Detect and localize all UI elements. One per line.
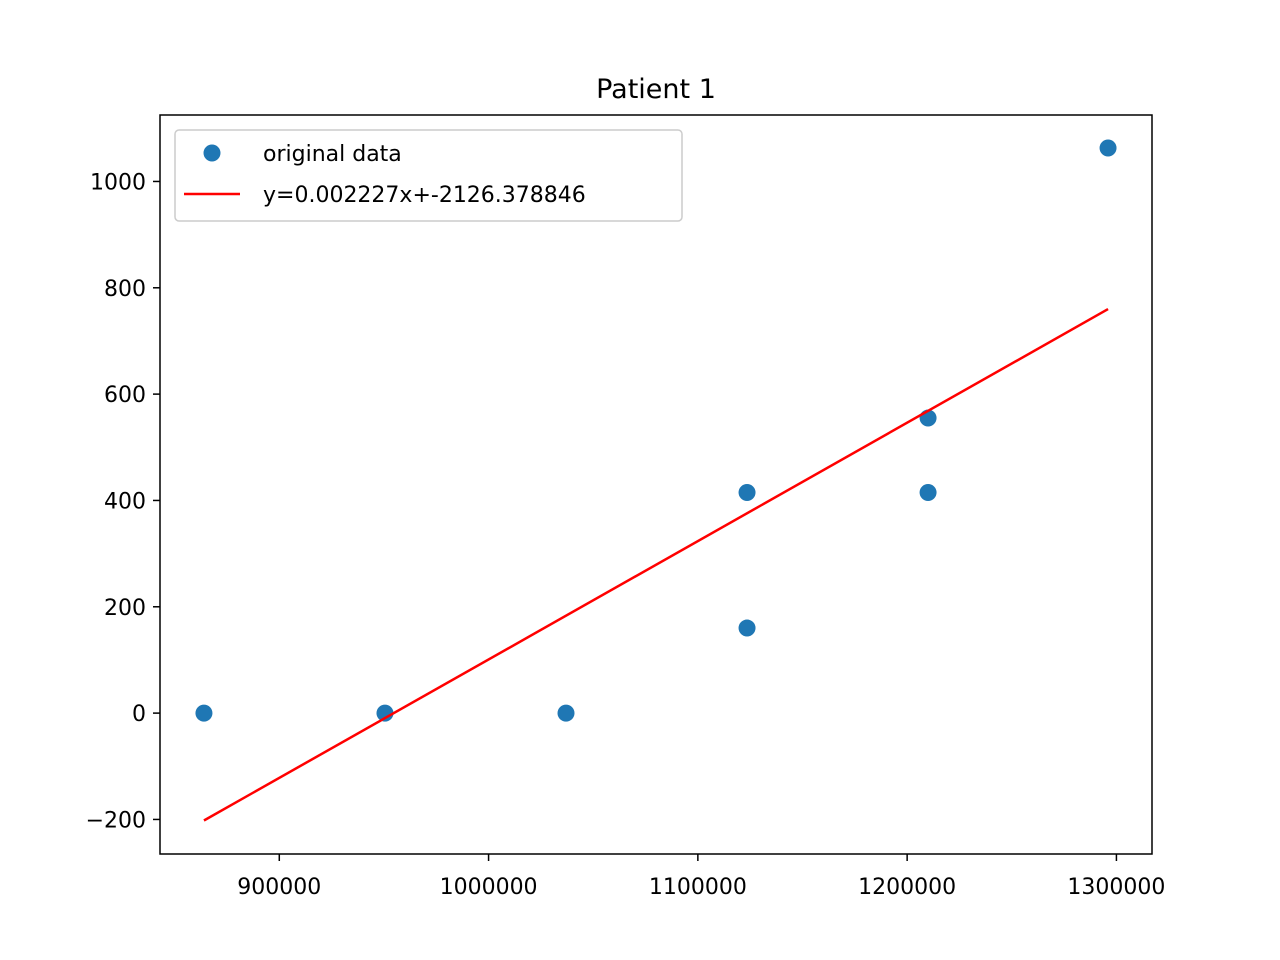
legend-box: [174, 129, 683, 222]
data-point: [557, 704, 575, 722]
axis-ticks: 900000 1000000 1100000 1200000 1300000 −200 0 2…: [86, 170, 1166, 900]
y-tick-label: 200: [104, 596, 146, 621]
data-point: [738, 619, 756, 637]
axes-frame: [159, 114, 1153, 855]
x-tick-label: 1200000: [858, 875, 956, 900]
data-point: [376, 704, 394, 722]
x-tick-label: 900000: [237, 875, 321, 900]
y-tick-label: 1000: [90, 170, 146, 195]
legend: original data y=0.002227x+-2126.378846: [174, 129, 683, 222]
y-tick-label: 800: [104, 277, 146, 302]
x-tick-label: 1100000: [649, 875, 747, 900]
y-tick-label: −200: [86, 808, 146, 833]
legend-label: y=0.002227x+-2126.378846: [263, 183, 586, 208]
data-point: [738, 483, 756, 501]
y-tick-label: 400: [104, 489, 146, 514]
x-tick-label: 1300000: [1067, 875, 1165, 900]
legend-marker-original-data: [203, 144, 221, 162]
x-tick-label: 1000000: [440, 875, 538, 900]
y-tick-label: 600: [104, 383, 146, 408]
fit-line: [203, 307, 1109, 822]
plot-area: [195, 139, 1117, 822]
y-tick-label: 0: [132, 702, 146, 727]
data-point: [1099, 139, 1117, 157]
chart-title: Patient 1: [596, 74, 716, 105]
legend-label: original data: [263, 142, 402, 167]
data-point: [919, 483, 937, 501]
data-point: [195, 704, 213, 722]
